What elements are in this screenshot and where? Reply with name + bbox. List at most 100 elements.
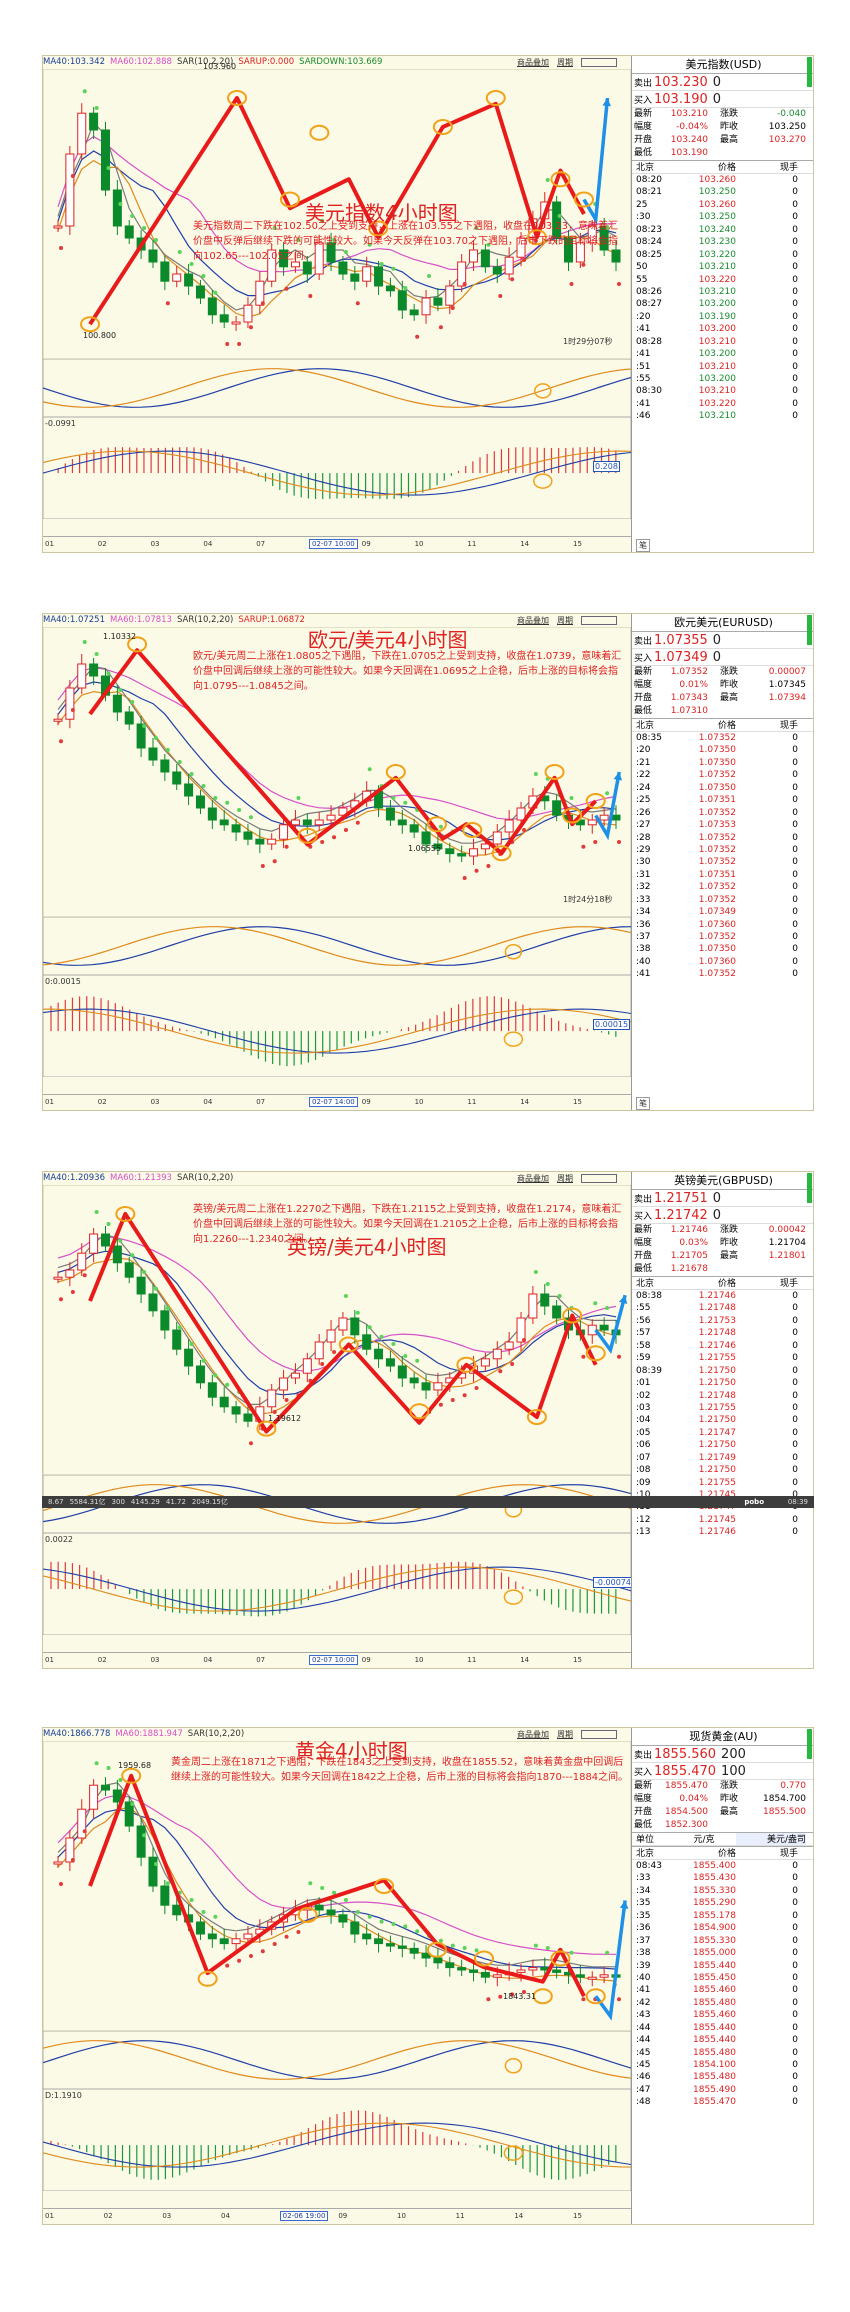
time-tick: 14 <box>514 2212 524 2220</box>
candle <box>207 290 217 324</box>
tick-qty: 0 <box>792 224 798 235</box>
window-controls-icon[interactable] <box>581 58 617 67</box>
period-button[interactable]: 周期 <box>557 58 573 67</box>
overlay-button[interactable]: 商品叠加 <box>517 1174 549 1183</box>
chart-area[interactable]: MA40:1866.778 MA60:1881.947 SAR(10,2,20) 商品… <box>43 1728 631 2224</box>
tick-row: :47 1855.490 0 <box>632 2084 813 2096</box>
indicator-ma40: MA40:103.342 <box>43 57 105 67</box>
tick-time: 08:43 <box>636 1861 662 1871</box>
stat-value: 103.210 <box>670 109 708 119</box>
tick-row: :31 1.07351 0 <box>632 869 813 881</box>
tick-row: :56 1.21753 0 <box>632 1315 813 1327</box>
stat-value: 1.07310 <box>670 706 708 716</box>
tick-price: 1.07351 <box>698 795 736 806</box>
chart-title: 欧元/美元4小时图 <box>308 628 468 652</box>
side-footer-tab[interactable]: 笔 <box>636 1097 650 1110</box>
candle <box>409 1372 419 1389</box>
tick-price: 103.210 <box>698 361 736 372</box>
instrument-title: 美元指数(USD) <box>632 56 813 87</box>
stat-value: -0.04% <box>676 122 708 132</box>
window-controls-icon[interactable] <box>581 1730 617 1739</box>
tick-header-time: 北京 <box>636 163 655 173</box>
sar-dot <box>59 739 63 744</box>
unit-row[interactable]: 单位 元/克 美元/盎司 <box>632 1832 813 1846</box>
sell-quote-row[interactable]: 卖出 1.21751 0 <box>632 1190 813 1207</box>
sell-quote-row[interactable]: 卖出 1.07355 0 <box>632 632 813 649</box>
buy-quote-row[interactable]: 买入 103.190 0 <box>632 91 813 108</box>
macd-scale-label: -0.0991 <box>45 419 76 428</box>
buy-price: 1.07349 <box>654 650 708 665</box>
tick-list[interactable]: 08:20 103.260 0 08:21 103.250 0 25 103.260 0:30 1… <box>632 174 813 423</box>
tick-time: :41 <box>636 398 651 409</box>
sar-dot <box>118 1238 123 1243</box>
oscillator-line <box>43 1484 631 1524</box>
sar-dot <box>343 1898 348 1902</box>
chart-title: 英镑/美元4小时图 <box>287 1235 447 1259</box>
tick-price: 1.21746 <box>698 1527 736 1538</box>
buy-quote-row[interactable]: 买入 1855.470 100 <box>632 1763 813 1780</box>
overlay-button[interactable]: 商品叠加 <box>517 616 549 625</box>
candle <box>552 794 562 822</box>
scroll-indicator[interactable] <box>807 615 812 645</box>
tick-list[interactable]: 08:35 1.07352 0:20 1.07350 0:21 1.07350 0:22 1.… <box>632 732 813 981</box>
sar-dot <box>557 214 562 218</box>
macd-chart <box>43 417 631 519</box>
tick-row: :04 1.21750 0 <box>632 1414 813 1426</box>
tick-time: 25 <box>636 199 648 210</box>
sar-dot <box>605 1950 610 1955</box>
status-item: 41.72 <box>165 1498 186 1506</box>
unit-gram[interactable]: 元/克 <box>693 1835 715 1845</box>
side-footer-tab[interactable]: 笔 <box>636 539 650 552</box>
sar-dot <box>391 1922 396 1926</box>
overlay-button[interactable]: 商品叠加 <box>517 1730 549 1739</box>
candle <box>587 220 597 252</box>
chart-area[interactable]: MA40:1.20936 MA60:1.21393 SAR(10,2,20) 商品叠加… <box>43 1172 633 1668</box>
tick-qty: 0 <box>792 386 798 397</box>
stat-key-2 <box>720 705 750 718</box>
sar-dot <box>462 1393 467 1398</box>
candle <box>397 1936 407 1958</box>
tick-list[interactable]: 08:38 1.21746 0:55 1.21748 0:56 1.21753 0:57 1.… <box>632 1290 813 1539</box>
candle <box>457 254 467 292</box>
tick-time: :41 <box>636 1985 651 1996</box>
buy-quote-row[interactable]: 买入 1.21742 0 <box>632 1207 813 1224</box>
sar-dot <box>237 342 242 346</box>
tick-time: :46 <box>636 411 651 422</box>
window-controls-icon[interactable] <box>581 616 617 625</box>
scroll-indicator[interactable] <box>807 1173 812 1203</box>
tick-header: 北京 价格 现手 <box>632 1276 813 1290</box>
tick-row: :33 1855.430 0 <box>632 1872 813 1884</box>
candle <box>469 838 479 865</box>
tick-time: 08:25 <box>636 249 662 260</box>
selected-time-label: 02-07 10:00 <box>309 1655 358 1665</box>
period-button[interactable]: 周期 <box>557 1174 573 1183</box>
time-tick: 07 <box>256 1656 266 1664</box>
scroll-indicator[interactable] <box>807 1729 812 1759</box>
scroll-indicator[interactable] <box>807 57 812 87</box>
chart-area[interactable]: MA40:1.07251 MA60:1.07813 SAR(10,2,20) SARU… <box>43 614 631 1110</box>
brand-logo: pobo <box>744 1498 764 1506</box>
unit-ounce[interactable]: 美元/盎司 <box>736 1833 806 1845</box>
tick-row: :41 103.220 0 <box>632 398 813 410</box>
sar-dot <box>332 1890 337 1895</box>
sell-quote-row[interactable]: 卖出 103.230 0 <box>632 74 813 91</box>
stat-row: 最低 103.190 <box>632 147 813 160</box>
tick-list[interactable]: 08:43 1855.400 0:33 1855.430 0:34 1855.330 0:3… <box>632 1860 813 2109</box>
pivot-circle <box>374 1878 395 1894</box>
time-tick: 10 <box>414 1656 424 1664</box>
period-button[interactable]: 周期 <box>557 1730 573 1739</box>
overlay-button[interactable]: 商品叠加 <box>517 58 549 67</box>
window-controls-icon[interactable] <box>581 1174 617 1183</box>
tick-time: 08:27 <box>636 299 662 310</box>
pivot-circle <box>115 1206 136 1222</box>
tick-row: :46 103.210 0 <box>632 410 813 422</box>
chart-area[interactable]: MA40:103.342 MA60:102.888 SAR(10,2,20) SARU… <box>43 56 631 552</box>
buy-quote-row[interactable]: 买入 1.07349 0 <box>632 649 813 666</box>
sar-dot <box>438 1938 443 1943</box>
sell-quote-row[interactable]: 卖出 1855.560 200 <box>632 1746 813 1763</box>
indicator-sar: SAR(10,2,20) <box>187 1729 245 1739</box>
sar-dot <box>415 334 420 339</box>
tick-qty: 0 <box>792 324 798 335</box>
tick-time: :20 <box>636 311 651 322</box>
period-button[interactable]: 周期 <box>557 616 573 625</box>
